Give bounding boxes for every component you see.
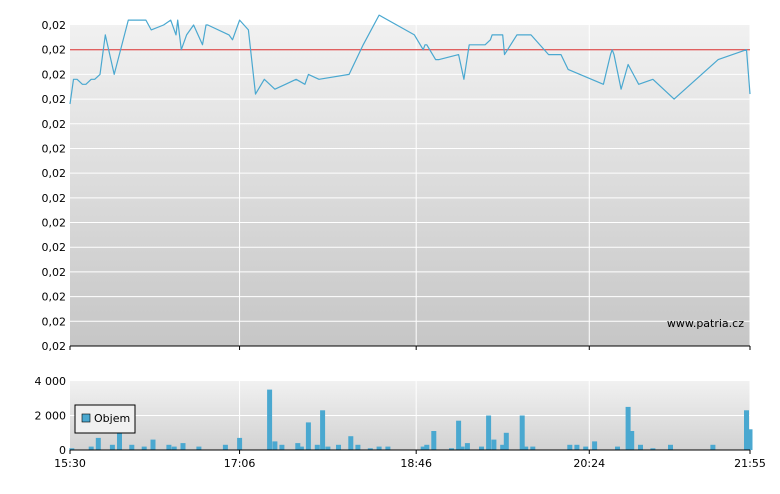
volume-bar [592,441,598,450]
x-tick-label: 20:24 [573,457,605,470]
price-y-tick-label: 0,02 [42,315,67,328]
price-y-tick-label: 0,02 [42,142,67,155]
volume-bar [298,446,304,450]
volume-bar [305,422,311,450]
volume-y-tick-label: 4 000 [35,375,67,388]
volume-bar [348,436,354,450]
volume-bar [88,446,94,450]
legend: Objem [74,404,136,434]
price-y-tick-label: 0,02 [42,118,67,131]
volume-bar [456,420,462,450]
x-tick-label: 17:06 [224,457,256,470]
price-line-group [69,14,751,105]
volume-bar [117,431,122,450]
volume-bar [486,415,492,450]
volume-bar [376,446,382,450]
volume-bar [109,444,115,450]
volume-bar [141,446,147,450]
price-y-tick-label: 0,02 [42,291,67,304]
volume-bar [530,446,536,450]
volume-bar [424,444,430,450]
volume-bar [325,446,331,450]
price-y-tick-label: 0,02 [42,266,67,279]
price-grid [70,25,751,346]
volume-bar [629,431,635,450]
x-tick-label: 15:30 [54,457,86,470]
price-plot-area [70,25,750,346]
volume-bar [459,446,465,450]
volume-bar [744,410,749,450]
x-axis-labels: 15:30 17:06 18:46 20:24 21:55 [54,457,766,470]
price-y-axis-labels: 0,02 0,02 0,02 0,02 0,02 0,02 0,02 0,02 0,02 0,02… [42,19,67,353]
legend-swatch [81,413,91,423]
volume-bar [171,446,177,450]
volume-bar [668,444,673,450]
volume-bar [431,431,437,450]
volume-bar [196,446,202,450]
price-y-tick-label: 0,02 [42,217,67,230]
price-line [69,14,751,105]
volume-bar [314,444,320,450]
volume-bar [166,444,172,450]
volume-bars [69,389,753,451]
volume-bar [336,444,341,450]
volume-bar [95,437,101,450]
price-y-tick-label: 0,02 [42,19,67,32]
volume-bar [479,446,484,450]
x-tick-label: 21:55 [734,457,766,470]
x-axis-ticks [69,346,751,454]
volume-bar [574,444,580,450]
volume-bar [523,446,529,450]
x-tick-label: 18:46 [400,457,432,470]
volume-bar [615,446,620,450]
volume-bar [449,448,454,450]
volume-bar [180,443,186,450]
price-y-tick-label: 0,02 [42,68,67,81]
watermark: www.patria.cz [667,317,744,330]
volume-bar [69,448,75,450]
volume-bar [491,439,497,450]
price-y-tick-label: 0,02 [42,167,67,180]
volume-bar [320,410,326,450]
volume-bar [567,444,573,450]
volume-bar [747,429,753,450]
volume-bar [420,446,426,450]
volume-bar [583,446,589,450]
price-y-tick-label: 0,02 [42,241,67,254]
volume-y-tick-label: 2 000 [35,410,67,423]
volume-bar [237,437,243,450]
volume-y-tick-label: 0 [59,444,66,457]
volume-bar [222,444,228,450]
price-y-tick-label: 0,02 [42,340,67,353]
volume-bar [464,443,470,450]
price-y-tick-label: 0,02 [42,93,67,106]
volume-bar [355,444,361,450]
legend-label: Objem [94,412,130,425]
volume-bar [500,444,506,450]
volume-bar [710,444,716,450]
volume-bar [385,446,391,450]
volume-y-axis-labels: 4 000 2 000 0 [35,375,67,457]
volume-bar [638,444,643,450]
volume-bar [129,444,135,450]
volume-bar [267,389,273,450]
volume-bar [272,441,278,450]
volume-bar [367,448,373,450]
price-y-tick-label: 0,02 [42,192,67,205]
price-y-tick-label: 0,02 [42,44,67,57]
volume-bar [279,444,285,450]
volume-bar [295,443,301,450]
volume-bar [650,448,656,450]
volume-bar [503,432,509,451]
volume-bar [150,439,156,450]
volume-bar [519,415,525,450]
volume-bar [625,406,631,450]
volume-grid [70,381,751,450]
